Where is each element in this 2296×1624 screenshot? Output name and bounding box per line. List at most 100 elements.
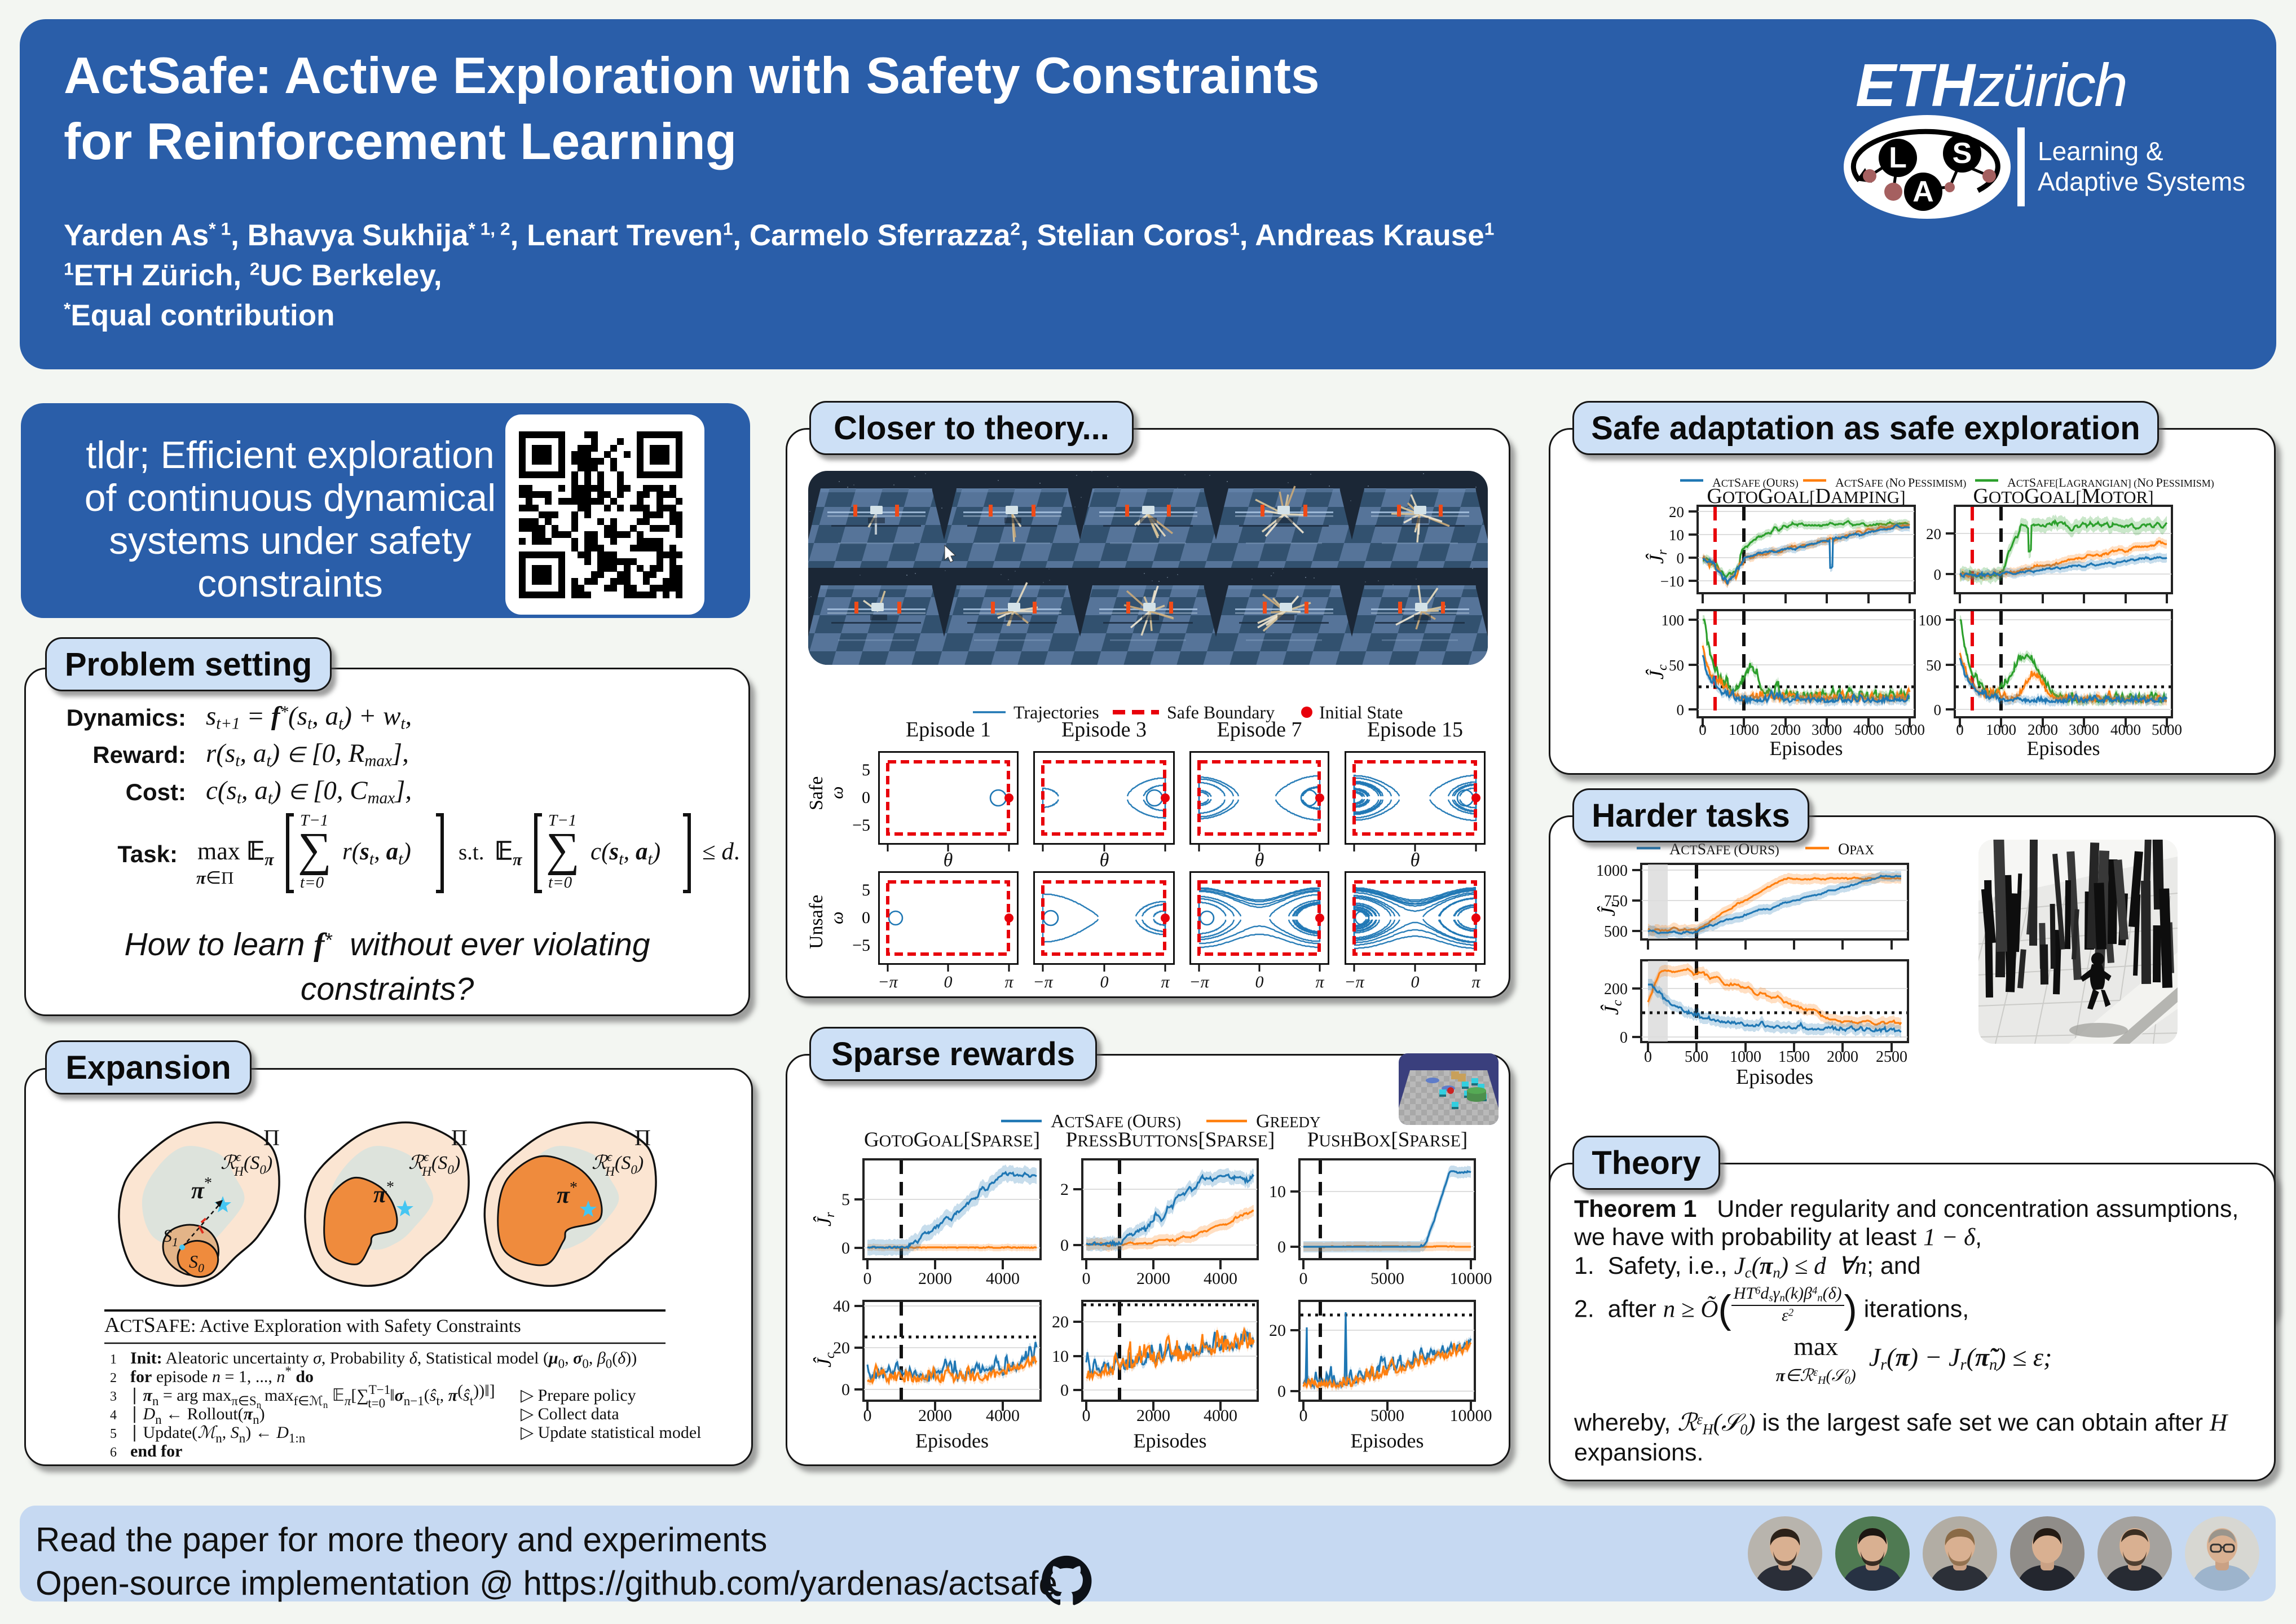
- svg-text:2000: 2000: [1136, 1269, 1170, 1288]
- svg-text:4000: 4000: [986, 1269, 1020, 1288]
- svg-text:π: π: [1471, 973, 1480, 988]
- svg-text:5: 5: [110, 1427, 117, 1441]
- svg-text:−π: −π: [1345, 973, 1365, 988]
- svg-text:10000: 10000: [1450, 1406, 1492, 1425]
- svg-text:c(st, at): c(st, at): [590, 839, 660, 868]
- svg-text:0: 0: [1677, 701, 1685, 718]
- svg-text:4000: 4000: [1204, 1269, 1237, 1288]
- svg-text:Initial State: Initial State: [1319, 702, 1403, 722]
- svg-text:∣ Update(ℳn, Sn) ← D1:n: ∣ Update(ℳn, Sn) ← D1:n: [130, 1423, 306, 1445]
- svg-text:1: 1: [110, 1352, 117, 1367]
- svg-text:0: 0: [841, 1380, 850, 1399]
- svg-text:−π: −π: [878, 973, 898, 988]
- svg-text:2500: 2500: [1876, 1048, 1907, 1066]
- svg-text:6: 6: [110, 1445, 117, 1460]
- svg-text:t=0: t=0: [300, 873, 324, 892]
- svg-text:5000: 5000: [1370, 1406, 1404, 1425]
- svg-text:5000: 5000: [1894, 721, 1925, 738]
- svg-text:5000: 5000: [2152, 721, 2182, 738]
- svg-text:−10: −10: [1660, 573, 1684, 590]
- svg-text:100: 100: [1662, 612, 1685, 629]
- svg-text:20: 20: [1269, 1321, 1286, 1340]
- svg-text:2: 2: [1060, 1180, 1069, 1199]
- svg-text:θ: θ: [1411, 850, 1420, 868]
- svg-text:θ: θ: [944, 850, 953, 868]
- svg-text:S: S: [1953, 137, 1972, 170]
- svg-text:S1: S1: [163, 1225, 178, 1249]
- svg-text:ACTSAFE (OURS): ACTSAFE (OURS): [1051, 1111, 1181, 1132]
- svg-text:0: 0: [944, 973, 953, 988]
- svg-text:▷ Update statistical model: ▷ Update statistical model: [521, 1423, 702, 1442]
- svg-text:ACTSAFE[LAGRANGIAN] (NO PESSIM: ACTSAFE[LAGRANGIAN] (NO PESSIMISM): [2007, 475, 2214, 489]
- svg-text:−π: −π: [1189, 973, 1210, 988]
- svg-text:0: 0: [863, 1406, 872, 1425]
- svg-text:2000: 2000: [1136, 1406, 1170, 1425]
- svg-text:θ: θ: [1100, 850, 1109, 868]
- svg-text:𝔼π: 𝔼π: [495, 837, 522, 869]
- svg-text:2000: 2000: [2028, 721, 2058, 738]
- svg-text:end for: end for: [130, 1442, 183, 1460]
- svg-text:4000: 4000: [1853, 721, 1884, 738]
- svg-text:for episode n = 1, ..., n* do: for episode n = 1, ..., n* do: [130, 1364, 314, 1386]
- svg-text:2: 2: [110, 1371, 117, 1385]
- svg-text:2000: 2000: [1827, 1048, 1858, 1066]
- svg-text:0: 0: [841, 1239, 850, 1257]
- svg-text:50: 50: [1926, 657, 1941, 674]
- svg-text:Π: Π: [451, 1125, 468, 1150]
- svg-text:Π: Π: [263, 1125, 280, 1150]
- svg-text:A: A: [1912, 175, 1934, 208]
- svg-text:0: 0: [1411, 973, 1420, 988]
- svg-text:Trajectories: Trajectories: [1013, 702, 1099, 722]
- svg-text:π: π: [1315, 973, 1324, 988]
- svg-text:2000: 2000: [1770, 721, 1801, 738]
- svg-text:500: 500: [1604, 923, 1628, 941]
- svg-text:10: 10: [1269, 1182, 1286, 1201]
- svg-text:0: 0: [1277, 1238, 1286, 1256]
- svg-text:100: 100: [1919, 612, 1942, 629]
- svg-text:ACTSAFE: Active Exploration w: ACTSAFE: Active Exploration with Safety …: [104, 1313, 521, 1337]
- svg-text:0: 0: [1060, 1381, 1069, 1400]
- svg-text:∑: ∑: [298, 823, 332, 876]
- svg-text:θ: θ: [1255, 850, 1264, 868]
- svg-text:0: 0: [1677, 550, 1685, 567]
- svg-text:50: 50: [1669, 657, 1684, 674]
- svg-text:−π: −π: [1033, 973, 1054, 988]
- svg-text:0: 0: [863, 1269, 872, 1288]
- svg-text:0: 0: [1299, 1406, 1308, 1425]
- svg-text:0: 0: [1277, 1382, 1286, 1401]
- svg-text:ACTSAFE (OURS): ACTSAFE (OURS): [1669, 841, 1779, 858]
- svg-text:2000: 2000: [918, 1406, 952, 1425]
- svg-text:4000: 4000: [986, 1406, 1020, 1425]
- svg-text:0: 0: [1100, 973, 1109, 988]
- svg-text:t=0: t=0: [548, 873, 572, 892]
- svg-text:10000: 10000: [1450, 1269, 1492, 1288]
- svg-text:Safe Boundary: Safe Boundary: [1167, 702, 1275, 722]
- svg-text:▷ Collect data: ▷ Collect data: [521, 1405, 619, 1423]
- svg-text:π: π: [1161, 973, 1170, 988]
- svg-text:0: 0: [1255, 973, 1264, 988]
- svg-text:3000: 3000: [2069, 721, 2099, 738]
- svg-text:500: 500: [1685, 1048, 1708, 1066]
- svg-text:20: 20: [1926, 526, 1941, 542]
- svg-text:4000: 4000: [1204, 1406, 1237, 1425]
- svg-text:s.t.: s.t.: [459, 840, 484, 864]
- svg-text:10: 10: [1052, 1347, 1069, 1366]
- svg-text:OPAX: OPAX: [1838, 841, 1875, 858]
- svg-text:1500: 1500: [1778, 1048, 1810, 1066]
- svg-text:π∈Π: π∈Π: [196, 868, 233, 888]
- svg-text:4000: 4000: [2110, 721, 2141, 738]
- svg-text:0: 0: [1934, 566, 1942, 583]
- svg-text:T−1: T−1: [548, 811, 576, 829]
- svg-text:T−1: T−1: [300, 811, 328, 829]
- svg-text:5000: 5000: [1370, 1269, 1404, 1288]
- svg-text:Π: Π: [634, 1125, 651, 1150]
- svg-text:0: 0: [1060, 1236, 1069, 1255]
- svg-text:20: 20: [1052, 1313, 1069, 1331]
- svg-text:4: 4: [110, 1408, 117, 1423]
- svg-text:ACTSAFE (NO PESSIMISM): ACTSAFE (NO PESSIMISM): [1835, 475, 1966, 489]
- svg-text:∑: ∑: [546, 823, 580, 876]
- svg-text:GREEDY: GREEDY: [1256, 1111, 1321, 1132]
- svg-text:2000: 2000: [918, 1269, 952, 1288]
- svg-text:0: 0: [1644, 1048, 1652, 1066]
- svg-text:0: 0: [1082, 1406, 1091, 1425]
